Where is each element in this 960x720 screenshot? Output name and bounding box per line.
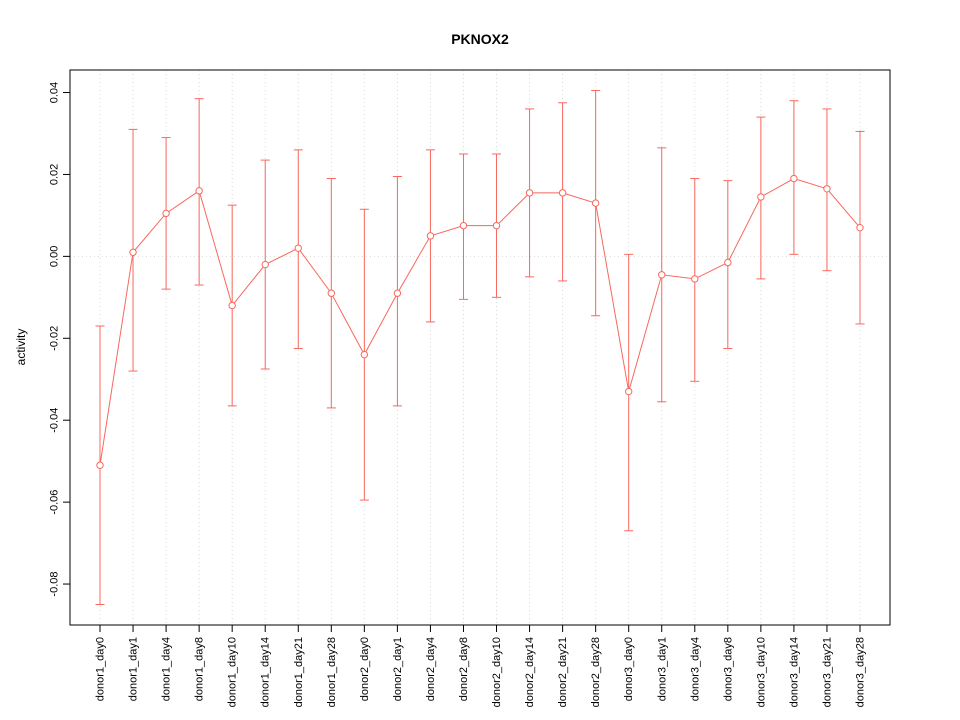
x-tick-label: donor2_day4 — [425, 637, 437, 701]
data-point — [856, 223, 864, 232]
data-point — [790, 174, 798, 183]
data-point — [327, 289, 336, 297]
x-tick-label: donor1_day0 — [95, 637, 107, 701]
x-tick-label: donor3_day4 — [689, 637, 701, 701]
x-tick-label: donor1_day1 — [128, 637, 140, 701]
data-point — [96, 461, 104, 469]
data-point — [624, 387, 633, 396]
data-point — [525, 189, 534, 197]
data-point — [360, 350, 369, 359]
y-tick-label: -0.02 — [49, 326, 61, 351]
y-tick-label: 0.02 — [49, 164, 61, 185]
x-tick-label: donor3_day28 — [855, 637, 867, 707]
x-tick-label: donor3_day1 — [656, 637, 668, 701]
series-line — [99, 178, 861, 466]
y-tick-label: 0.00 — [49, 246, 61, 267]
x-tick-label: donor1_day4 — [161, 637, 173, 701]
y-tick-label: -0.08 — [49, 572, 61, 597]
data-point — [558, 189, 567, 197]
x-tick-label: donor1_day21 — [293, 637, 305, 707]
x-tick-label: donor3_day14 — [788, 637, 800, 707]
x-tick-label: donor3_day21 — [821, 637, 833, 707]
data-point — [426, 232, 435, 240]
data-point — [393, 289, 402, 297]
data-point — [129, 248, 137, 256]
data-point — [757, 193, 765, 201]
x-tick-label: donor1_day10 — [227, 637, 239, 707]
y-tick-label: -0.04 — [49, 408, 61, 433]
data-point — [162, 209, 170, 218]
data-point — [658, 271, 666, 279]
y-tick-label: 0.04 — [49, 82, 61, 103]
x-tick-label: donor1_day8 — [194, 637, 206, 701]
plot-border — [69, 69, 891, 626]
x-tick-label: donor2_day1 — [392, 637, 404, 701]
x-tick-label: donor3_day10 — [755, 637, 767, 707]
x-tick-label: donor2_day10 — [491, 637, 503, 707]
data-point — [294, 244, 302, 252]
y-axis-title: activity — [14, 329, 28, 366]
data-point — [823, 185, 831, 193]
data-point — [195, 187, 203, 195]
data-point — [228, 301, 236, 310]
x-tick-label: donor1_day28 — [326, 637, 338, 707]
y-tick-label: -0.06 — [49, 490, 61, 515]
data-point — [261, 260, 269, 269]
data-point — [591, 199, 600, 207]
x-tick-label: donor3_day0 — [623, 637, 635, 701]
plot-content: -0.08 -0.06 -0.04 -0.02 0.00 0.02 0.04 donor1_d… — [49, 69, 891, 707]
x-tick-label: donor2_day14 — [524, 637, 536, 707]
data-point — [459, 221, 468, 230]
chart-title: PKNOX2 — [451, 31, 509, 47]
x-tick-label: donor2_day28 — [590, 637, 602, 707]
x-tick-label: donor3_day8 — [722, 637, 734, 701]
data-point — [691, 275, 699, 283]
x-tick-label: donor2_day21 — [557, 637, 569, 707]
x-tick-label: donor2_day8 — [458, 637, 470, 701]
x-tick-label: donor1_day14 — [260, 637, 272, 707]
data-point — [492, 221, 501, 230]
x-tick-label: donor2_day0 — [359, 637, 371, 701]
data-point — [724, 258, 732, 267]
